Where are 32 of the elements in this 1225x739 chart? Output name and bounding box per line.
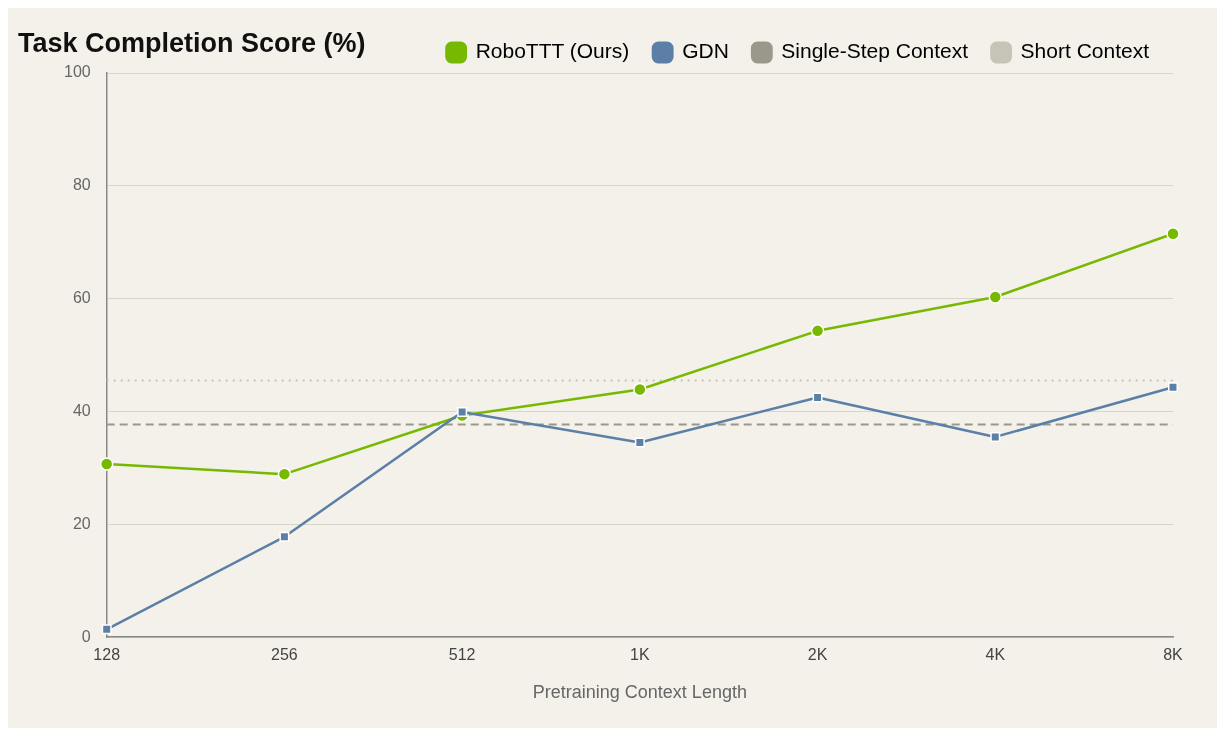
point <box>812 392 823 403</box>
point <box>990 431 1001 442</box>
x-tick-label: 2K <box>807 646 828 664</box>
y-tick-label: 0 <box>81 627 91 645</box>
x-tick-label: 4K <box>985 646 1006 664</box>
x-tick-label: 512 <box>448 646 476 664</box>
x-tick-label: 256 <box>271 646 298 664</box>
chart-title: Task Completion Score (%) <box>18 28 366 59</box>
y-tick-label: 60 <box>72 289 91 307</box>
point <box>457 407 468 418</box>
point <box>99 457 114 471</box>
legend-label: Short Context <box>1020 39 1150 63</box>
y-tick-label: 100 <box>63 63 91 81</box>
point <box>633 382 647 397</box>
point <box>101 624 112 635</box>
x-tick-label: 128 <box>93 646 121 664</box>
x-axis-title: Pretraining Context Length <box>532 682 747 703</box>
point <box>810 324 825 338</box>
legend-label: RoboTTT (Ours) <box>475 39 630 63</box>
point <box>279 531 290 542</box>
point <box>634 437 645 448</box>
x-tick-label: 8K <box>1163 646 1184 664</box>
point <box>1168 382 1178 393</box>
point <box>988 290 1003 304</box>
x-tick-label: 1K <box>630 646 650 664</box>
legend-label: Single-Step Context <box>781 39 969 63</box>
y-tick-label: 40 <box>72 401 91 419</box>
y-tick-label: 80 <box>72 176 91 194</box>
point <box>1166 227 1180 241</box>
y-tick-label: 20 <box>72 514 91 532</box>
point <box>277 467 292 481</box>
legend-label: GDN <box>682 39 729 63</box>
